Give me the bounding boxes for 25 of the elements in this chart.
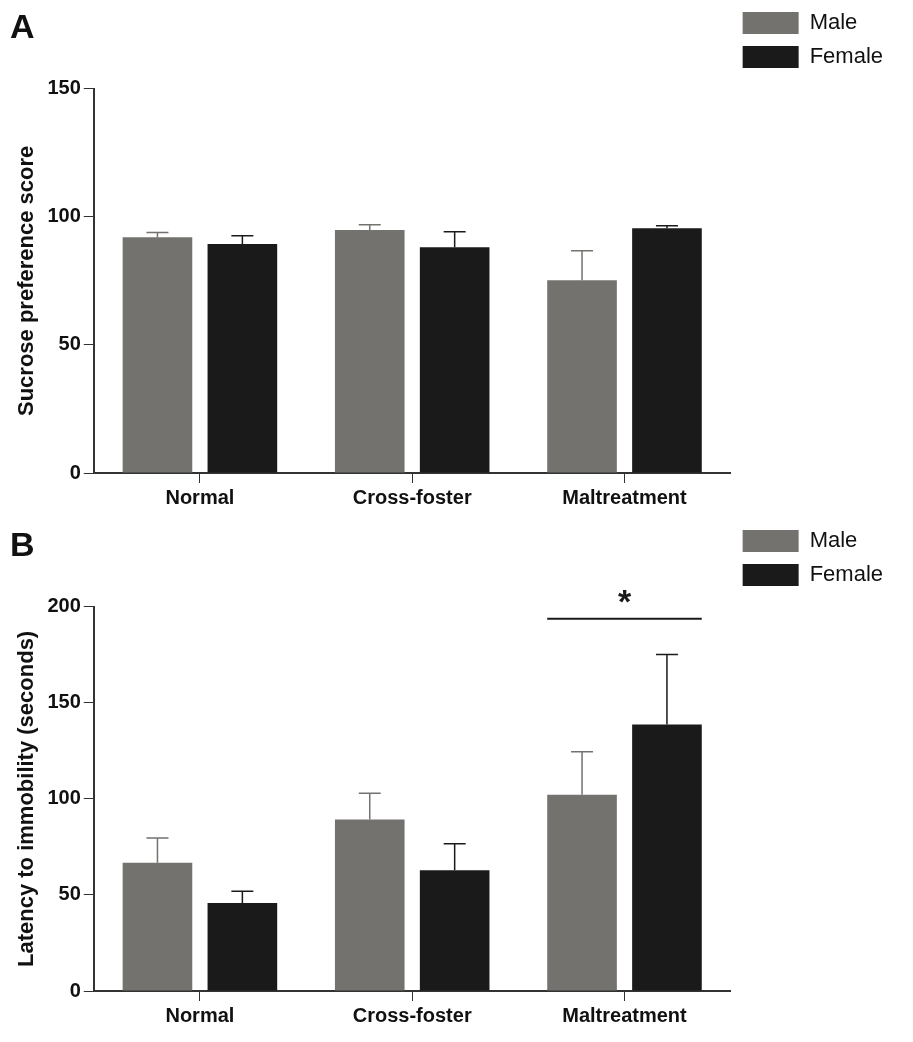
- y-tick-label: 100: [47, 204, 81, 227]
- y-tick-label: 50: [58, 882, 81, 905]
- legend-label: Female: [809, 43, 883, 69]
- y-tick-label: 200: [47, 594, 81, 617]
- legend-label: Male: [809, 527, 858, 553]
- x-tick-label: Normal: [165, 485, 235, 508]
- y-tick-label: 50: [58, 332, 81, 355]
- x-tick-label: Maltreatment: [562, 1003, 688, 1026]
- y-tick-label: 0: [69, 460, 81, 483]
- y-axis-title: Sucrose preference score: [13, 145, 39, 417]
- chart-title: A: [10, 6, 35, 45]
- y-tick-label: 100: [47, 786, 81, 809]
- x-tick-label: Normal: [165, 1003, 235, 1026]
- annotation: *: [617, 581, 632, 620]
- y-tick-label: 0: [69, 978, 81, 1001]
- y-axis-title: Latency to immobility (seconds): [13, 630, 39, 967]
- x-tick-label: Cross-foster: [352, 1003, 472, 1026]
- x-tick-label: Maltreatment: [562, 485, 688, 508]
- legend-label: Male: [809, 9, 858, 35]
- legend-label: Female: [809, 561, 883, 587]
- y-tick-label: 150: [47, 76, 81, 99]
- bar: [632, 228, 702, 473]
- x-tick-label: Cross-foster: [352, 485, 472, 508]
- chart-title: B: [10, 524, 35, 563]
- y-tick-label: 150: [47, 690, 81, 713]
